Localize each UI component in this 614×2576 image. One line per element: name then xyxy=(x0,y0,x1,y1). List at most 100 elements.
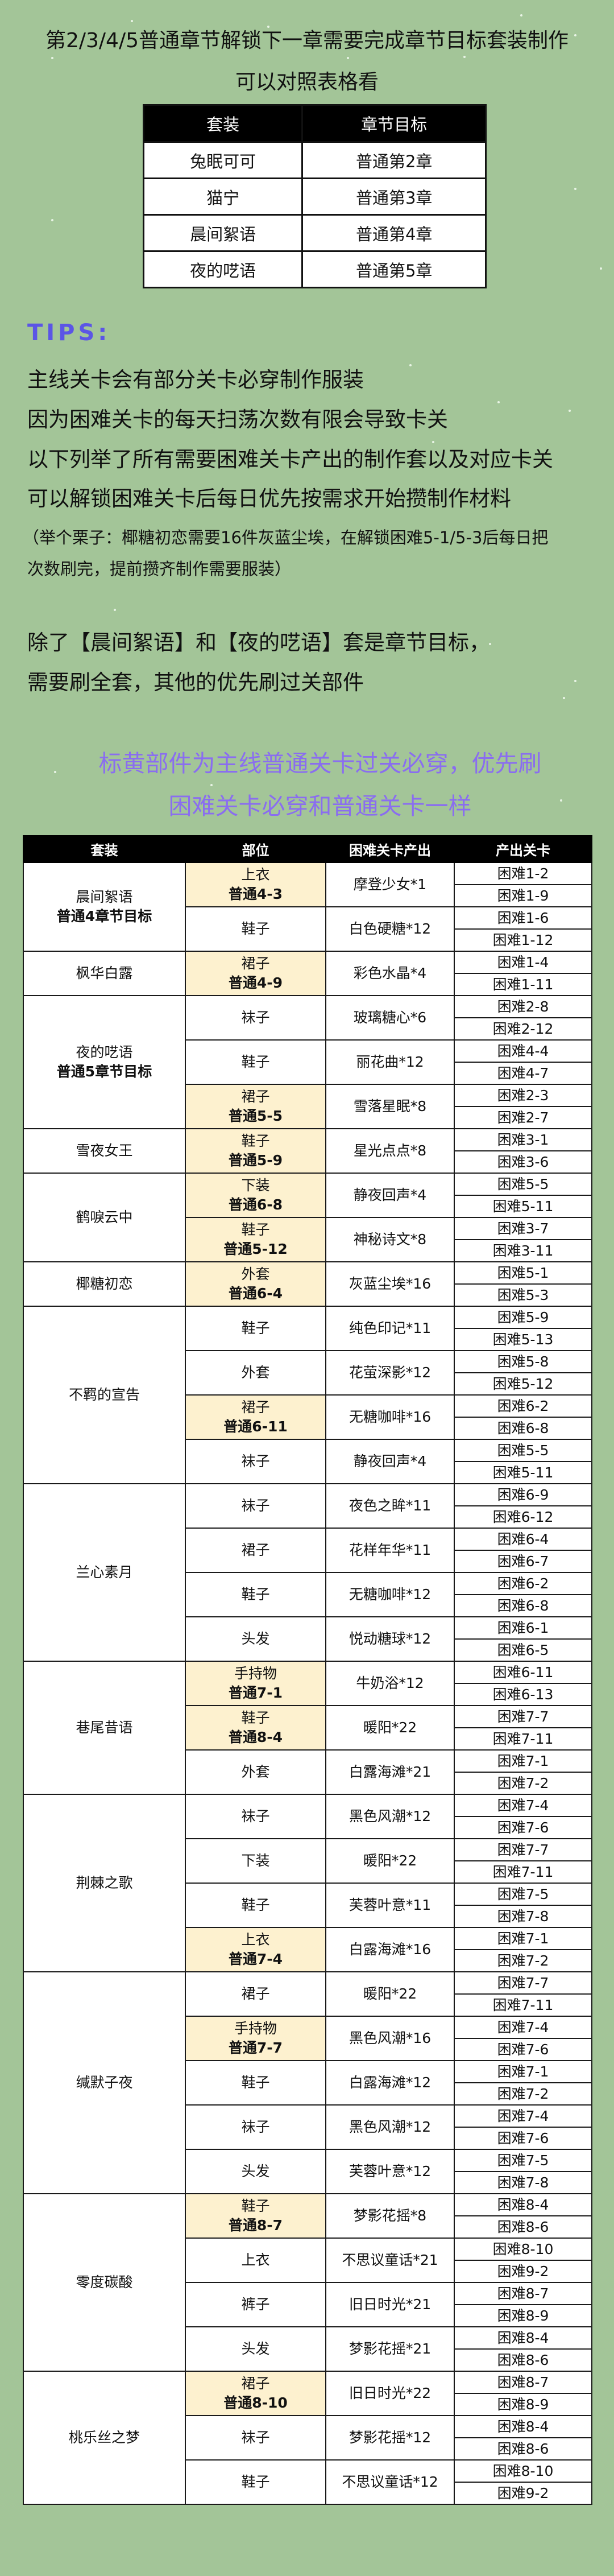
part-name: 裙子 xyxy=(241,1985,270,2002)
suit-cell: 夜的呓语 xyxy=(142,250,304,288)
part-name: 下装 xyxy=(241,1177,270,1194)
stage-cell: 困难5-12 xyxy=(454,1372,592,1396)
header-suit: 套装 xyxy=(23,835,186,863)
stage-cell: 困难6-5 xyxy=(454,1638,592,1662)
stage-cell: 困难8-9 xyxy=(454,2304,592,2327)
normal-stage-required: 普通6-11 xyxy=(223,1418,288,1435)
material-cell: 暖阳*22 xyxy=(325,1971,455,2017)
stage-cell: 困难5-13 xyxy=(454,1328,592,1351)
suit-cell: 兰心素月 xyxy=(23,1483,186,1662)
stage-cell: 困难2-3 xyxy=(454,1084,592,1107)
suit-cell: 不羁的宣告 xyxy=(23,1306,186,1484)
table-row: 困难5-3 xyxy=(23,1283,592,1307)
stage-cell: 困难7-1 xyxy=(454,2060,592,2083)
suit-name: 夜的呓语 xyxy=(76,1044,133,1060)
star-decoration xyxy=(432,441,434,443)
part-cell: 鞋子 普通5-12 xyxy=(185,1217,326,1262)
table-row: 裙子 普通5-5 雪落星眠*8 困难2-3 xyxy=(23,1084,592,1129)
table-row: 袜子 静夜回声*4 困难5-5 xyxy=(23,1439,592,1484)
part-cell: 鞋子 xyxy=(185,2459,326,2505)
stage-cell: 困难7-4 xyxy=(454,2104,592,2128)
suit-cell: 夜的呓语 普通5章节目标 xyxy=(23,995,186,1129)
material-cell: 不思议童话*12 xyxy=(325,2459,455,2505)
material-cell: 黑色风潮*12 xyxy=(325,1794,455,1839)
part-name: 袜子 xyxy=(241,2429,270,2446)
star-decoration xyxy=(600,267,602,270)
table-row: 缄默子夜 裙子 暖阳*22 困难7-7 xyxy=(23,1971,592,2194)
normal-stage-required: 普通4-3 xyxy=(228,886,283,902)
normal-stage-required: 普通6-8 xyxy=(228,1196,283,1213)
table-header-row: 套装 章节目标 xyxy=(142,104,487,143)
material-cell: 静夜回声*4 xyxy=(325,1173,455,1218)
suit-name: 兰心素月 xyxy=(76,1564,133,1580)
table-row: 袜子 黑色风潮*12 困难7-4 xyxy=(23,2104,592,2150)
star-decoration xyxy=(114,609,116,611)
stage-cell: 困难8-6 xyxy=(454,2215,592,2239)
suit-name: 巷尾昔语 xyxy=(76,1719,133,1736)
stage-cell: 困难1-6 xyxy=(454,906,592,930)
hard-stage-material-table: 套装 部位 困难关卡产出 产出关卡 晨间絮语 普通4章节目标 上衣 普通4-3 摩登少女… xyxy=(23,835,592,2505)
stage-cell: 困难8-4 xyxy=(454,2193,592,2216)
normal-stage-required: 普通5-12 xyxy=(223,1241,288,1257)
suit-name: 缄默子夜 xyxy=(76,2074,133,2091)
suit-name: 零度碳酸 xyxy=(76,2274,133,2290)
intro-line-2: 可以对照表格看 xyxy=(235,71,379,94)
normal-stage-required: 普通6-4 xyxy=(228,1285,283,1302)
part-cell: 外套 xyxy=(185,1350,326,1396)
suit-name: 晨间絮语 xyxy=(76,889,133,905)
table-row: 困难7-11 xyxy=(23,1727,592,1751)
star-decoration xyxy=(409,364,412,366)
material-cell: 星光点点*8 xyxy=(325,1128,455,1174)
material-cell: 牛奶浴*12 xyxy=(325,1661,455,1706)
part-name: 上衣 xyxy=(241,866,270,883)
part-cell: 袜子 xyxy=(185,1794,326,1839)
table-row: 鞋子 无糖咖啡*12 困难6-2 xyxy=(23,1572,592,1617)
normal-stage-required: 普通5-5 xyxy=(228,1108,283,1124)
star-decoration xyxy=(51,219,53,221)
goal-cell: 普通第2章 xyxy=(301,141,487,179)
material-cell: 黑色风潮*16 xyxy=(325,2016,455,2061)
material-cell: 摩登少女*1 xyxy=(325,862,455,907)
part-name: 鞋子 xyxy=(241,1054,270,1070)
part-name: 下装 xyxy=(241,1852,270,1869)
star-decoration xyxy=(54,771,56,773)
table-row: 困难6-13 xyxy=(23,1683,592,1706)
normal-stage-required: 普通4-9 xyxy=(228,975,283,991)
table-row: 困难6-5 xyxy=(23,1638,592,1662)
material-cell: 花样年华*11 xyxy=(325,1528,455,1573)
suit-name: 枫华白露 xyxy=(76,965,133,981)
table-row: 雪夜女王 鞋子 普通5-9 星光点点*8 困难3-1 xyxy=(23,1128,592,1174)
header-suit: 套装 xyxy=(142,104,304,143)
part-cell: 鞋子 普通8-7 xyxy=(185,2193,326,2239)
chapter-goal-table: 套装 章节目标 兔眠可可 普通第2章 猫宁 普通第3章 晨间絮语 普通第4章 夜的呓语… xyxy=(142,104,487,288)
suit-cell: 枫华白露 xyxy=(23,951,186,996)
normal-stage-required: 普通8-4 xyxy=(228,1729,283,1745)
table-row: 外套 花萤深影*12 困难5-8 xyxy=(23,1350,592,1396)
table-row: 鞋子 白色硬糖*12 困难1-6 xyxy=(23,906,592,952)
material-cell: 丽花曲*12 xyxy=(325,1039,455,1085)
part-name: 手持物 xyxy=(234,1665,277,1682)
part-cell: 鞋子 普通8-4 xyxy=(185,1705,326,1751)
stage-cell: 困难6-9 xyxy=(454,1483,592,1506)
stage-cell: 困难7-2 xyxy=(454,2082,592,2106)
material-cell: 白露海滩*12 xyxy=(325,2060,455,2106)
stage-cell: 困难1-11 xyxy=(454,973,592,996)
table-row: 困难7-2 xyxy=(23,2082,592,2106)
stage-cell: 困难8-9 xyxy=(454,2393,592,2416)
stage-cell: 困难5-8 xyxy=(454,1350,592,1373)
table-row: 困难9-2 xyxy=(23,2482,592,2505)
stage-cell: 困难6-11 xyxy=(454,1661,592,1684)
part-name: 裙子 xyxy=(241,1399,270,1415)
table-row: 困难7-11 xyxy=(23,1993,592,2017)
goal-cell: 普通第3章 xyxy=(301,177,487,216)
material-cell: 白露海滩*21 xyxy=(325,1749,455,1795)
stage-cell: 困难7-8 xyxy=(454,2171,592,2194)
suit-name: 椰糖初恋 xyxy=(76,1275,133,1292)
suit-cell: 晨间絮语 普通4章节目标 xyxy=(23,862,186,952)
table-row: 困难6-12 xyxy=(23,1505,592,1529)
star-decoration xyxy=(563,697,565,699)
star-decoration xyxy=(267,26,269,28)
table-row: 困难2-12 xyxy=(23,1017,592,1041)
suit-cell: 鹤唳云中 xyxy=(23,1173,186,1262)
table-row: 头发 悦动糖球*12 困难6-1 xyxy=(23,1616,592,1662)
